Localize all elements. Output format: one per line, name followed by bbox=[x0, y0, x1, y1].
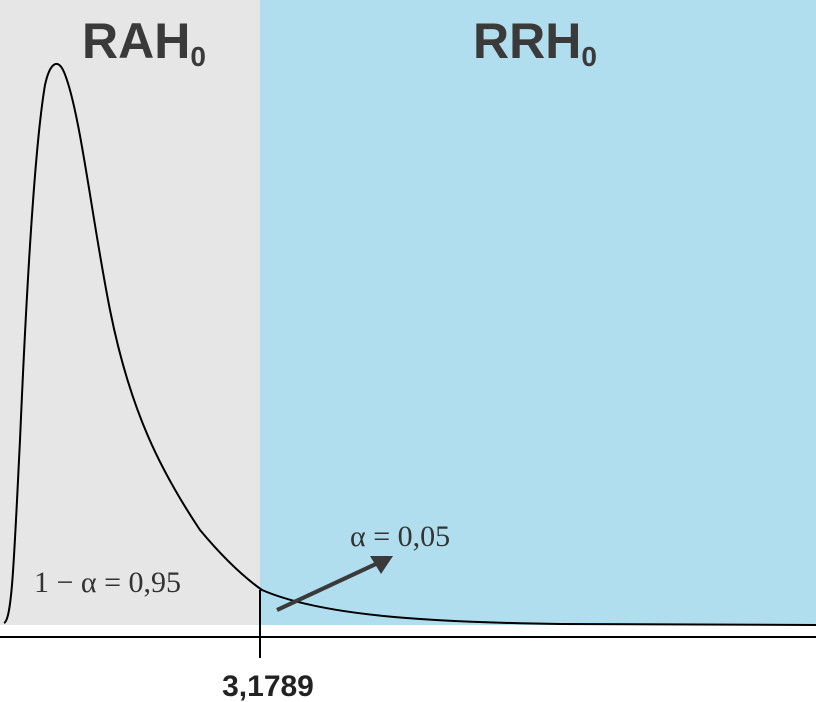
rejection-label-main: RRH bbox=[473, 13, 581, 69]
acceptance-label-main: RAH bbox=[82, 13, 190, 69]
rejection-label-subscript: 0 bbox=[581, 41, 597, 72]
significance-annotation: α = 0,05 bbox=[350, 520, 450, 553]
significance-arrow-head bbox=[370, 556, 393, 574]
density-curve bbox=[3, 62, 816, 626]
acceptance-region bbox=[0, 0, 260, 625]
rejection-region-label: RRH0 bbox=[473, 13, 597, 72]
acceptance-region-label: RAH0 bbox=[82, 13, 206, 72]
critical-value-label: 3,1789 bbox=[222, 670, 314, 702]
significance-arrow-shaft bbox=[276, 561, 379, 612]
rejection-region bbox=[260, 0, 816, 625]
confidence-annotation: 1 − α = 0,95 bbox=[34, 566, 181, 599]
acceptance-label-subscript: 0 bbox=[190, 41, 206, 72]
